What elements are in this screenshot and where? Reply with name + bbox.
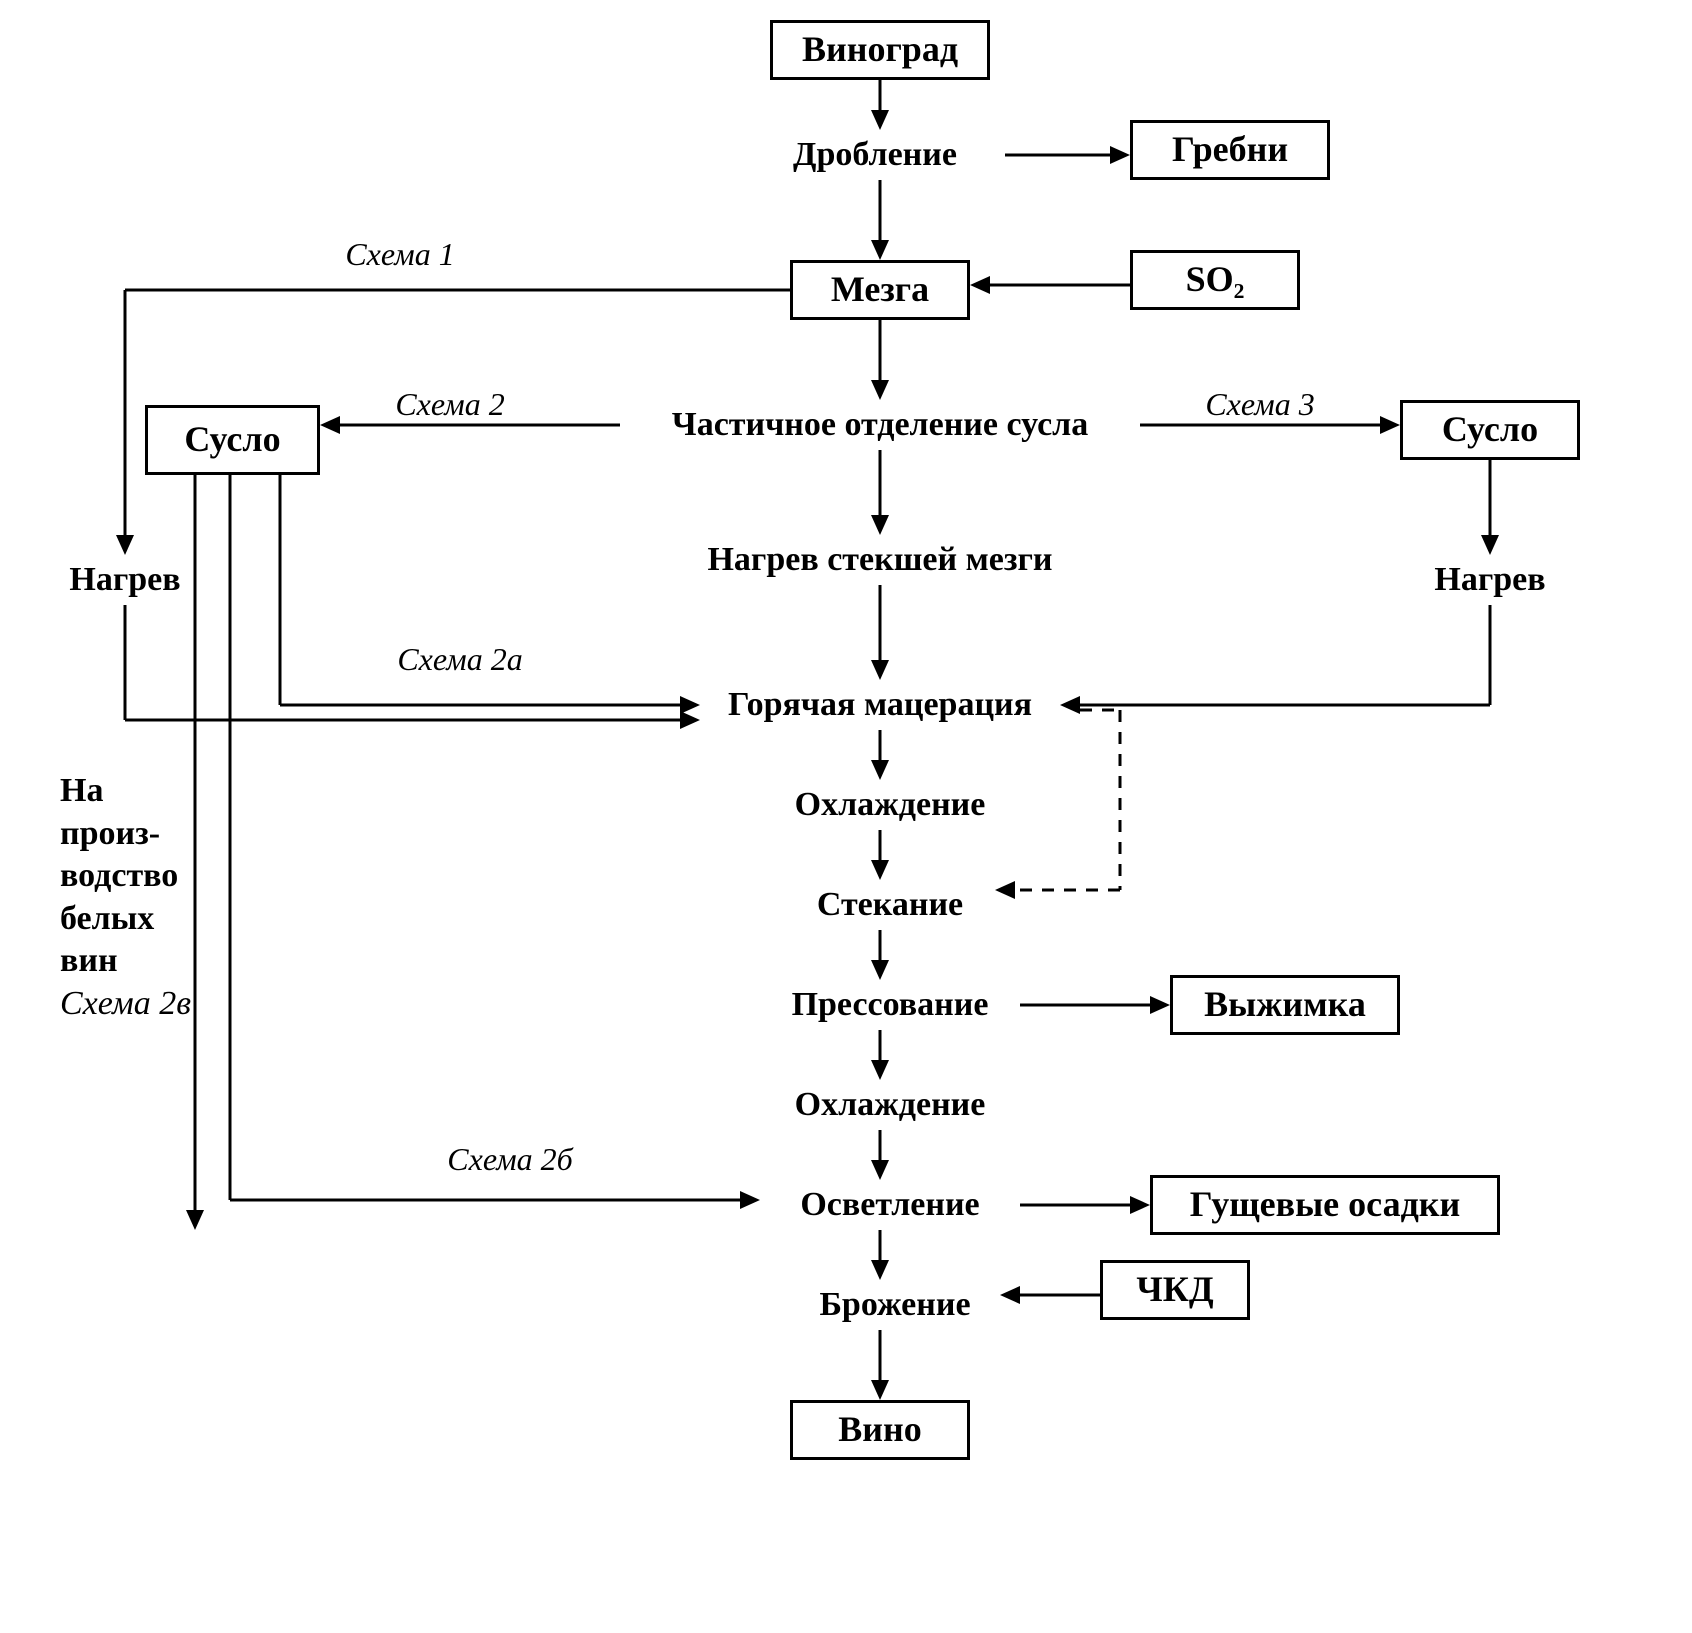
sidenote-line: На [60,770,191,813]
node-suslo_l: Сусло [145,405,320,475]
node-droblenie: Дробление [745,130,1005,180]
sidenote-line: вин [60,940,191,983]
node-suslo_r: Сусло [1400,400,1580,460]
node-nagrev_mez: Нагрев стекшей мезги [670,535,1090,585]
node-pressing: Прессование [760,980,1020,1030]
node-schema3: Схема 3 [1160,385,1360,425]
node-so2: SO₂ [1130,250,1300,310]
sidenote-line: водство [60,855,191,898]
node-nagrev_l: Нагрев [40,555,210,605]
sidenote-line: белых [60,898,191,941]
node-vino: Вино [790,1400,970,1460]
sidenote-line: произ- [60,813,191,856]
node-gush: Гущевые осадки [1150,1175,1500,1235]
node-grebni: Гребни [1130,120,1330,180]
node-nagrev_r: Нагрев [1400,555,1580,605]
node-schema2a: Схема 2а [350,640,570,680]
node-schema2b: Схема 2б [400,1140,620,1180]
node-chkd: ЧКД [1100,1260,1250,1320]
node-schema1: Схема 1 [300,235,500,275]
node-chast: Частичное отделение сусла [620,400,1140,450]
sidenote-line: Схема 2в [60,983,191,1026]
node-mezga: Мезга [790,260,970,320]
node-pomace: Выжимка [1170,975,1400,1035]
node-cooling2: Охлаждение [760,1080,1020,1130]
node-maceration: Горячая мацерация [700,680,1060,730]
node-clarif: Осветление [760,1180,1020,1230]
node-cooling1: Охлаждение [760,780,1020,830]
node-schema2: Схема 2 [350,385,550,425]
node-ferment: Брожение [790,1280,1000,1330]
flowchart-canvas: Виноград Дробление Гребни Мезга SO₂ Схема 1 Ча… [0,0,1692,1633]
sidenote-white-wine: Напроиз-водствобелыхвинСхема 2в [60,770,191,1025]
node-draining: Стекание [785,880,995,930]
node-vinograd: Виноград [770,20,990,80]
